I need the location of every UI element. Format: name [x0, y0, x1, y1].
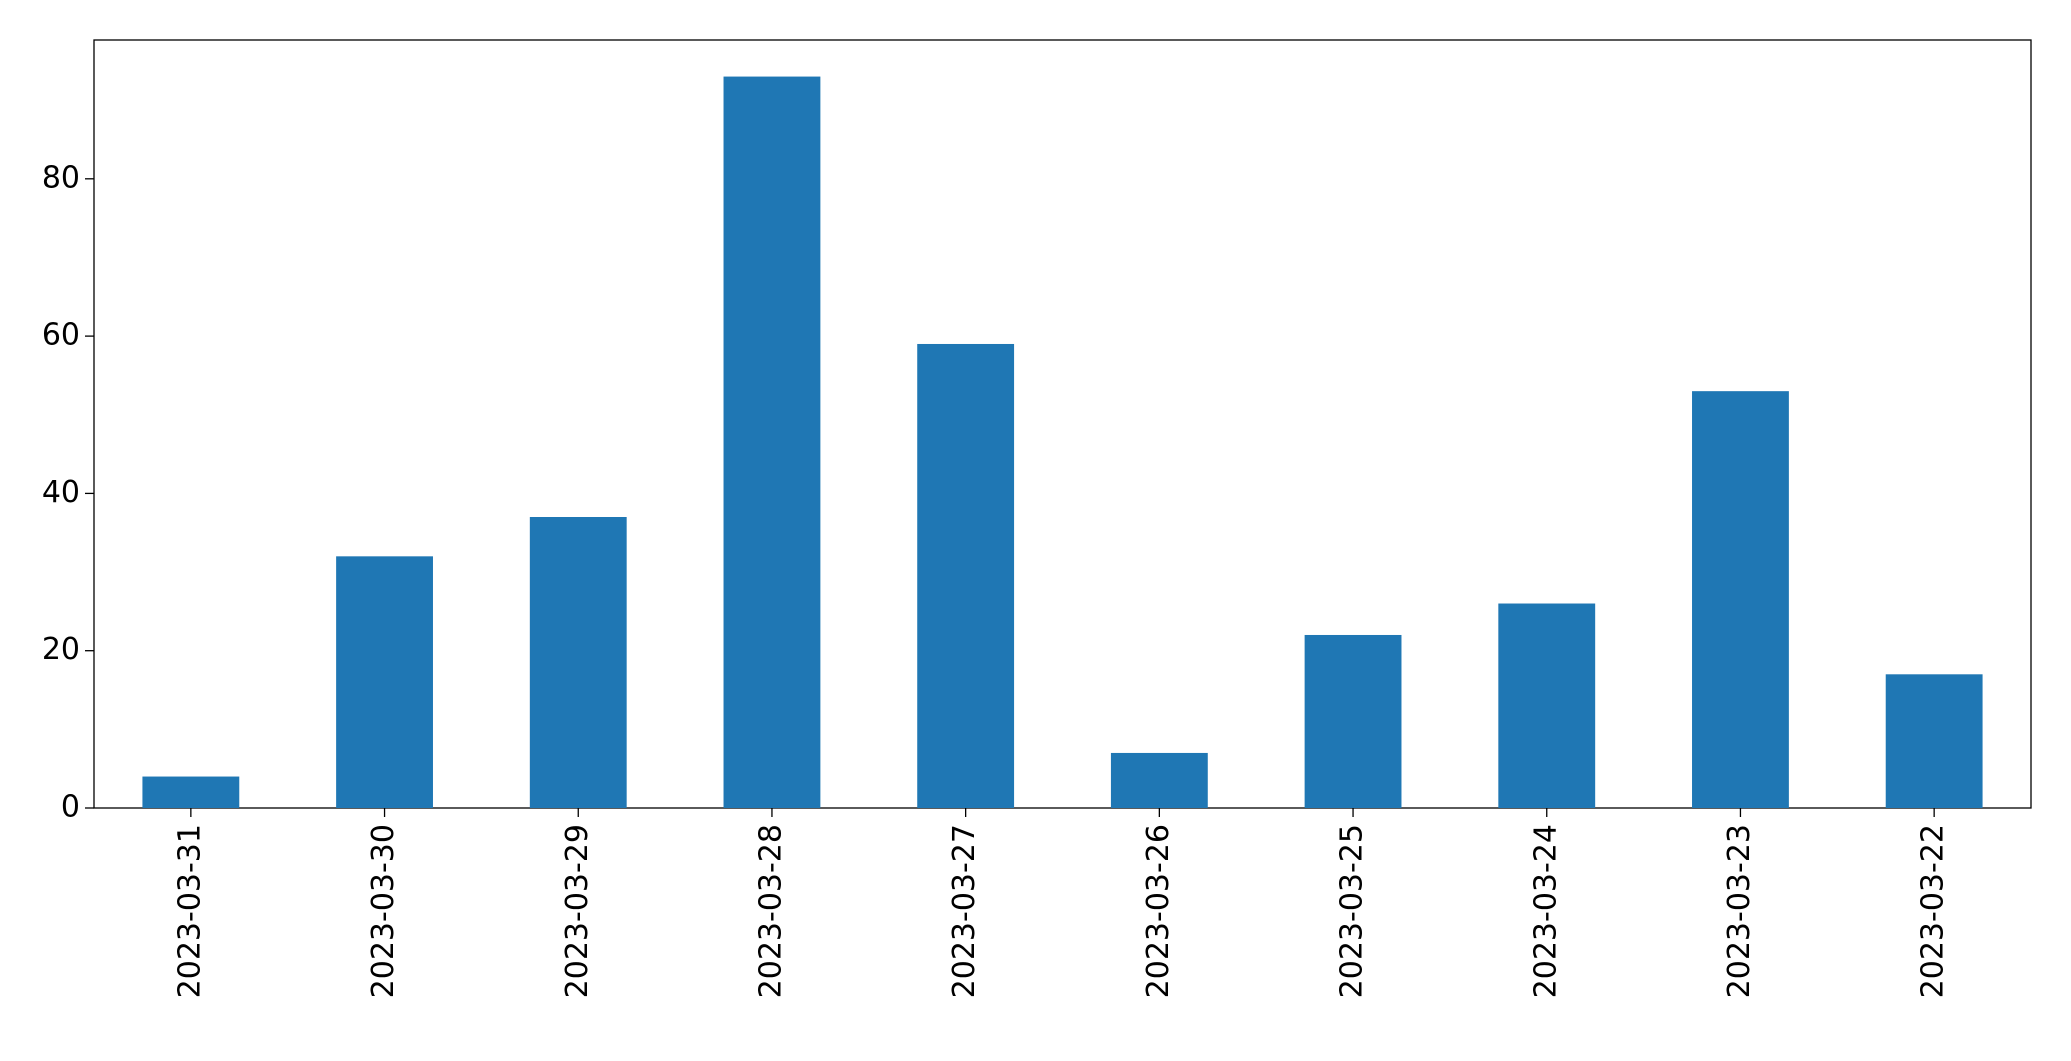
x-tick-label: 2023-03-26 — [1141, 824, 1176, 998]
y-tick-label: 0 — [61, 790, 80, 825]
bar — [529, 517, 627, 808]
x-tick-label: 2023-03-30 — [366, 824, 401, 998]
bar — [1304, 634, 1402, 808]
bar — [723, 76, 821, 809]
x-tick-label: 2023-03-25 — [1335, 824, 1370, 998]
bar — [1692, 391, 1789, 808]
bar — [142, 776, 240, 808]
y-tick-label: 20 — [42, 632, 80, 667]
x-tick-label: 2023-03-22 — [1916, 824, 1951, 998]
bar — [917, 343, 1015, 808]
x-tick-label: 2023-03-29 — [560, 824, 595, 998]
x-tick-label: 2023-03-28 — [753, 824, 788, 998]
x-tick-label: 2023-03-23 — [1722, 824, 1757, 998]
x-tick-label: 2023-03-24 — [1528, 824, 1563, 998]
bar — [1110, 752, 1208, 808]
plot-frame — [93, 39, 2032, 809]
x-tick-label: 2023-03-31 — [172, 824, 207, 998]
y-tick-label: 40 — [42, 475, 80, 510]
x-tick-label: 2023-03-27 — [947, 824, 982, 998]
y-tick-label: 60 — [42, 318, 80, 353]
y-tick-label: 80 — [42, 160, 80, 195]
bar — [1498, 603, 1596, 808]
bar — [1885, 674, 1983, 808]
bar — [336, 556, 433, 808]
